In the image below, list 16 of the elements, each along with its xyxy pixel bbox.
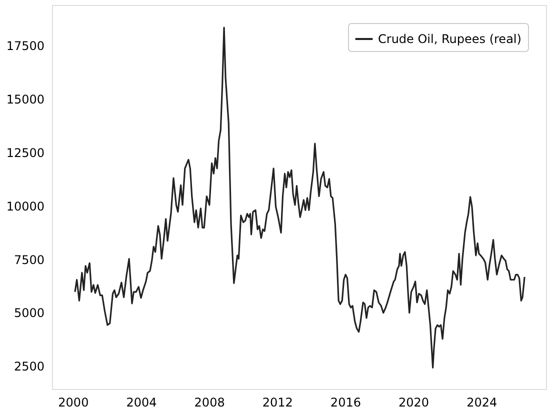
y-tick-label: 17500 xyxy=(6,39,44,54)
x-tick-label: 2020 xyxy=(398,396,430,410)
x-tick-label: 2024 xyxy=(466,396,498,410)
line-series xyxy=(74,26,526,369)
x-tick-label: 2012 xyxy=(262,396,293,410)
y-tick-label: 7500 xyxy=(14,252,44,267)
y-tick-label: 5000 xyxy=(14,306,44,320)
y-tick-label: 2500 xyxy=(14,360,44,374)
x-tick-label: 2000 xyxy=(58,396,89,410)
x-tick-label: 2004 xyxy=(126,396,157,410)
y-tick-label: 12500 xyxy=(6,146,44,160)
y-tick-label: 15000 xyxy=(6,92,44,107)
legend-label: Crude Oil, Rupees (real) xyxy=(378,32,522,46)
x-tick-label: 2016 xyxy=(330,396,361,410)
x-tick-label: 2008 xyxy=(194,396,225,410)
y-tick-label: 10000 xyxy=(6,199,44,214)
